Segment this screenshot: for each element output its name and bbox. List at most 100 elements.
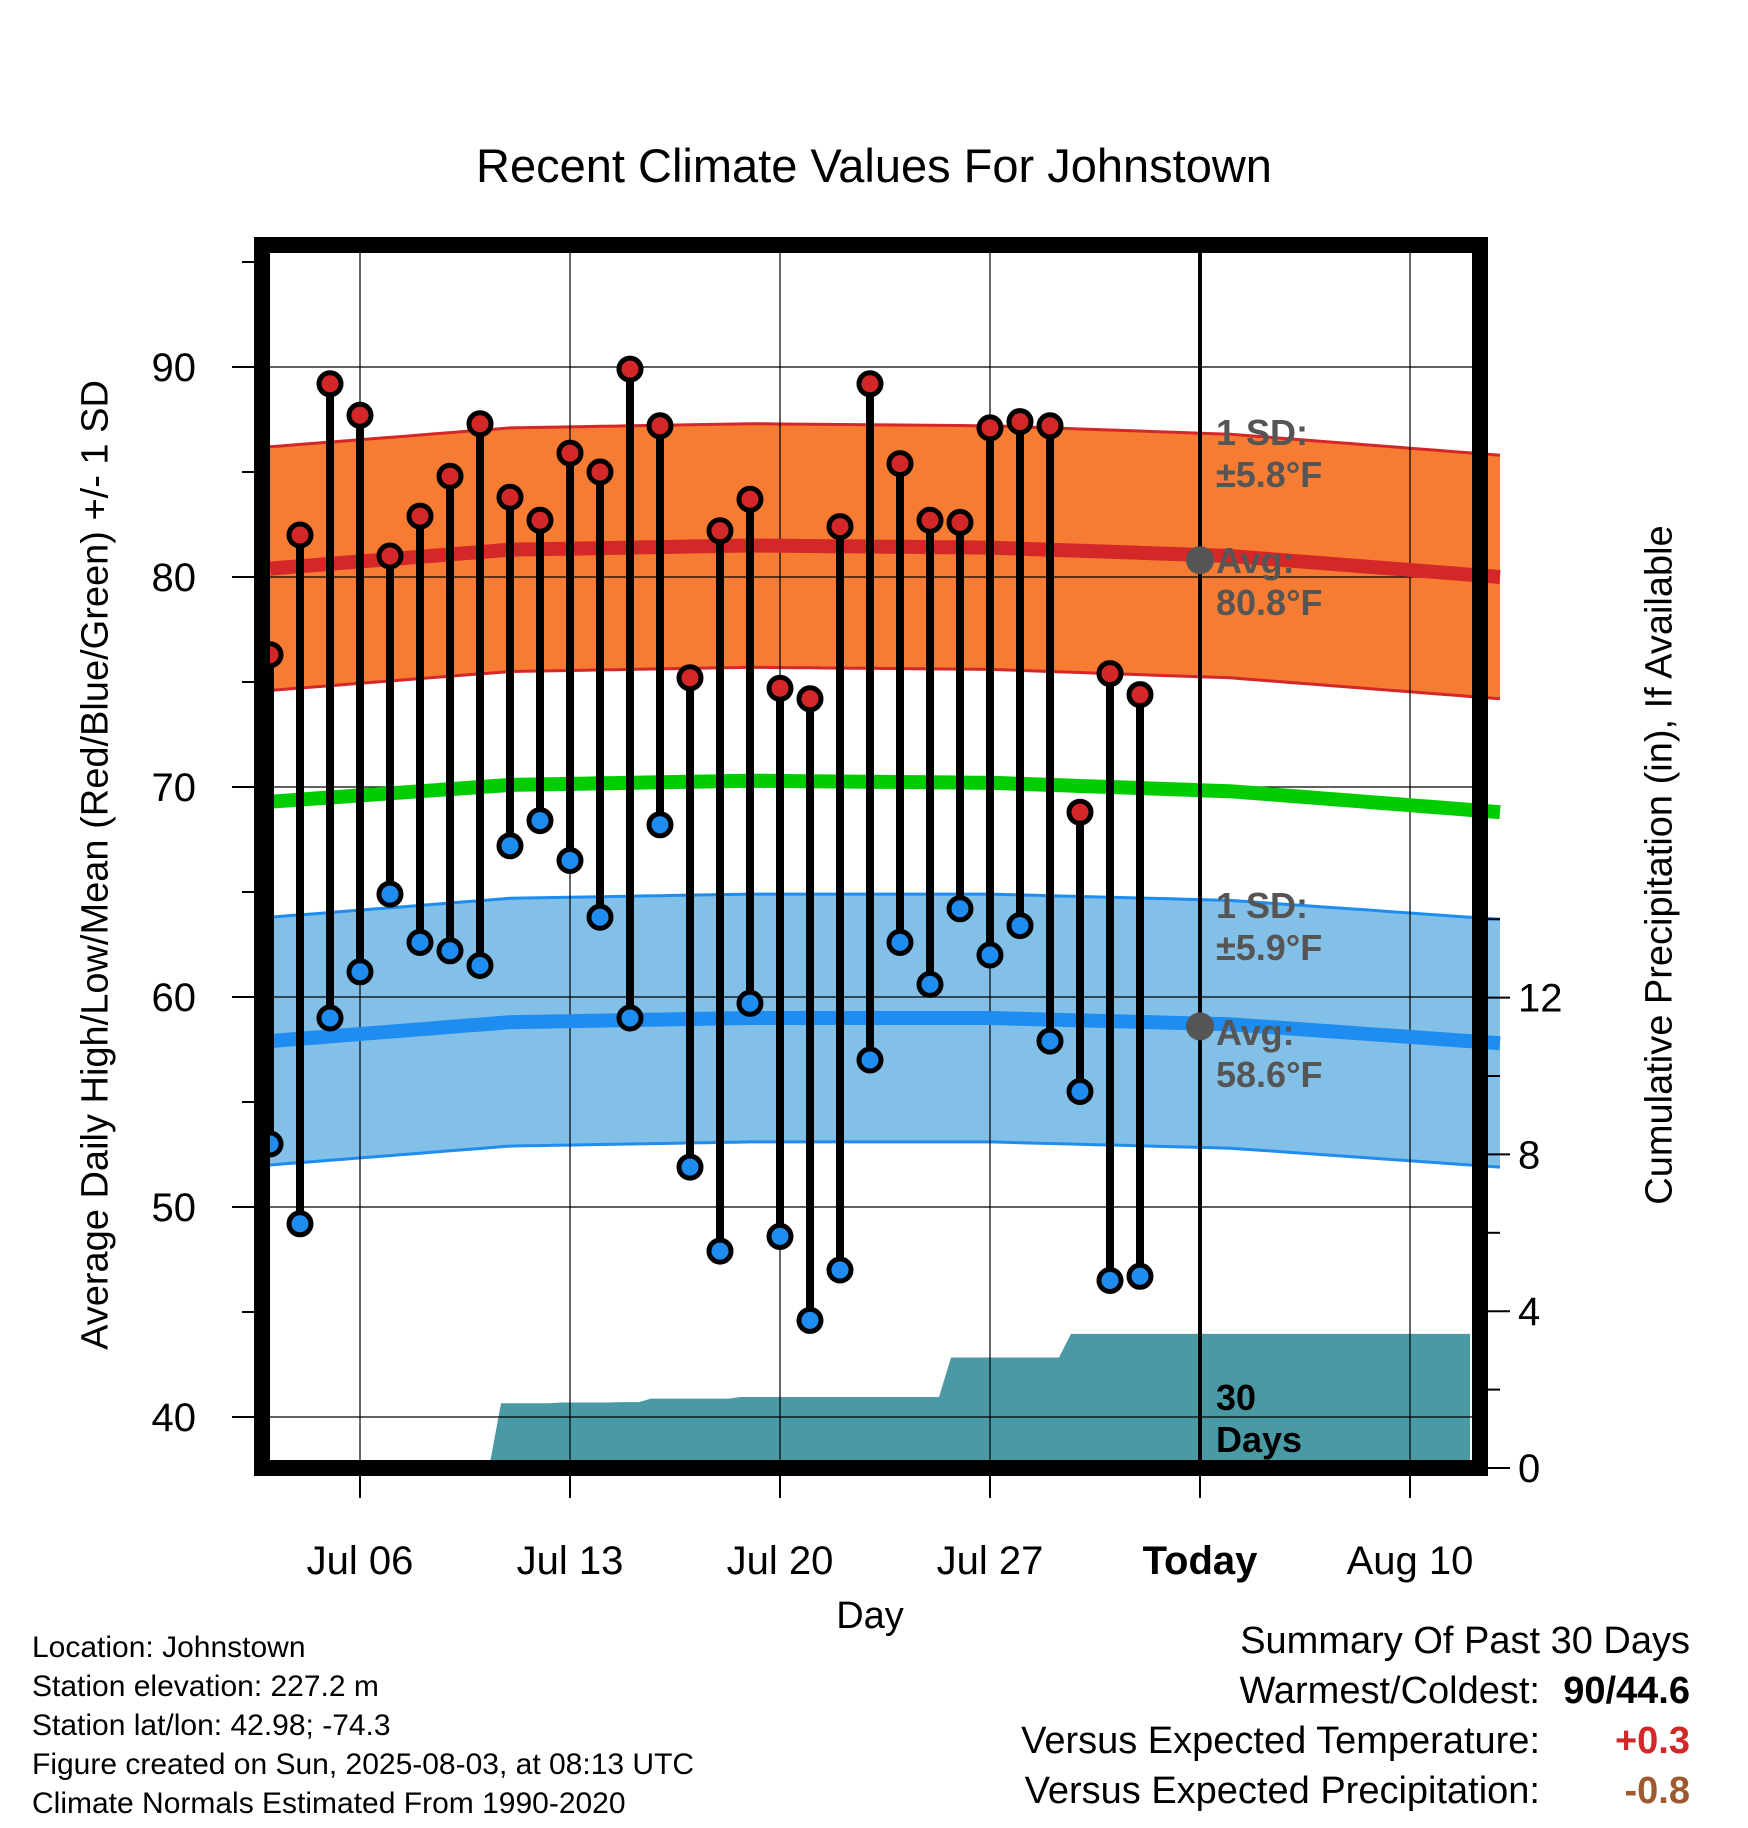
daily-low-point-22 — [886, 928, 914, 956]
normal-low-line — [269, 1011, 1501, 1051]
daily-low-point-15 — [676, 1153, 704, 1181]
daily-high-point-18 — [766, 674, 794, 702]
meta-elevation: Station elevation: 227.2 m — [32, 1670, 379, 1703]
daily-low-point-20 — [826, 1256, 854, 1284]
warm-cold-value: 90/44.6 — [1563, 1670, 1690, 1712]
daily-low-point-6 — [406, 928, 434, 956]
daily-high-point-8 — [466, 410, 494, 438]
daily-high-point-5 — [376, 542, 404, 570]
daily-high-point-25 — [976, 414, 1004, 442]
summary-panel: Summary Of Past 30 Days Warmest/Coldest:… — [1021, 1620, 1690, 1820]
daily-high-point-7 — [436, 462, 464, 490]
x-tick-label-5: Aug 10 — [1347, 1539, 1474, 1583]
y-tick-label-40: 40 — [152, 1396, 197, 1440]
chart-title: Recent Climate Values For Johnstown — [476, 139, 1272, 192]
daily-high-point-11 — [556, 439, 584, 467]
warm-cold-label: Warmest/Coldest: — [1239, 1670, 1540, 1712]
daily-low-point-29 — [1096, 1267, 1124, 1294]
daily-high-point-12 — [586, 458, 614, 486]
meta-location: Location: Johnstown — [32, 1631, 306, 1664]
temp-vs-expected-value: +0.3 — [1614, 1720, 1690, 1762]
low-sd-value: ±5.9°F — [1216, 927, 1322, 968]
x-tick-label-0: Jul 06 — [307, 1539, 414, 1583]
high-sd-label: 1 SD: — [1216, 412, 1308, 453]
daily-high-point-19 — [796, 685, 824, 713]
daily-high-point-22 — [886, 450, 914, 478]
station-metadata: Location: Johnstown Station elevation: 2… — [32, 1628, 694, 1823]
daily-high-point-28 — [1066, 798, 1094, 826]
summary-temp-row: Versus Expected Temperature: +0.3 — [1021, 1720, 1690, 1770]
daily-low-point-10 — [526, 807, 554, 835]
daily-low-point-5 — [376, 880, 404, 908]
meta-normals: Climate Normals Estimated From 1990-2020 — [32, 1787, 626, 1820]
daily-low-point-21 — [856, 1046, 884, 1074]
daily-low-point-18 — [766, 1222, 794, 1250]
daily-low-point-27 — [1036, 1027, 1064, 1055]
daily-high-point-27 — [1036, 412, 1064, 440]
daily-high-point-20 — [826, 513, 854, 541]
low-sd-label: 1 SD: — [1216, 885, 1308, 926]
x-tick-label-2: Jul 20 — [727, 1539, 834, 1583]
daily-high-point-30 — [1126, 681, 1154, 709]
daily-high-point-24 — [946, 508, 974, 536]
daily-high-point-14 — [646, 412, 674, 440]
x-tick-label-3: Jul 27 — [937, 1539, 1044, 1583]
normal-high-band-lower-edge — [269, 665, 1501, 701]
daily-low-point-16 — [706, 1237, 734, 1265]
daily-low-point-9 — [496, 832, 524, 860]
normal-high-line — [269, 538, 1501, 584]
daily-low-point-17 — [736, 989, 764, 1017]
x-tick-label-1: Jul 13 — [517, 1539, 624, 1583]
y-tick-label-60: 60 — [152, 976, 197, 1020]
y-tick-label-90: 90 — [152, 346, 197, 390]
daily-low-point-2 — [286, 1210, 314, 1238]
daily-low-point-13 — [616, 1004, 644, 1032]
daily-low-point-8 — [466, 952, 494, 979]
low-avg-value: 58.6°F — [1216, 1054, 1322, 1095]
daily-high-point-2 — [286, 521, 314, 549]
x-tick-label-4: Today — [1143, 1539, 1259, 1583]
daily-high-point-10 — [526, 506, 554, 534]
y-tick-label-80: 80 — [152, 556, 197, 600]
daily-high-point-23 — [916, 506, 944, 534]
low-avg-label: Avg: — [1216, 1012, 1295, 1053]
days-word-label: Days — [1216, 1419, 1302, 1460]
daily-low-point-30 — [1126, 1262, 1154, 1290]
normal-low-band-upper-edge — [269, 892, 1501, 921]
today-normal-high-marker — [1186, 546, 1214, 575]
daily-high-point-26 — [1006, 408, 1034, 436]
precip-vs-expected-label: Versus Expected Precipitation: — [1024, 1770, 1540, 1812]
y-right-tick-label-8: 8 — [1518, 1133, 1540, 1177]
daily-low-point-14 — [646, 811, 674, 839]
normal-low-band-lower-edge — [269, 1140, 1501, 1169]
y-tick-label-70: 70 — [152, 766, 197, 810]
y-tick-label-50: 50 — [152, 1186, 197, 1230]
normal-low-sd-band — [270, 894, 1500, 1168]
daily-high-point-17 — [736, 485, 764, 513]
summary-precip-row: Versus Expected Precipitation: -0.8 — [1021, 1770, 1690, 1820]
plot-frame — [254, 237, 1488, 1476]
normal-high-sd-band — [270, 423, 1500, 699]
normal-mean-line — [269, 773, 1501, 820]
today-normal-low-marker — [1186, 1012, 1214, 1041]
daily-low-point-24 — [946, 895, 974, 923]
daily-high-point-3 — [316, 370, 344, 398]
daily-low-point-28 — [1066, 1078, 1094, 1105]
meta-created: Figure created on Sun, 2025-08-03, at 08… — [32, 1748, 695, 1781]
summary-heading-row: Summary Of Past 30 Days — [1021, 1620, 1690, 1670]
y-right-tick-label-12: 12 — [1518, 977, 1563, 1021]
daily-low-point-26 — [1006, 912, 1034, 940]
daily-low-point-3 — [316, 1004, 344, 1032]
high-avg-value: 80.8°F — [1216, 582, 1322, 623]
days-count-label: 30 — [1216, 1377, 1256, 1418]
daily-high-point-9 — [496, 483, 524, 511]
daily-low-point-4 — [346, 958, 374, 986]
y-right-tick-label-4: 4 — [1518, 1290, 1540, 1334]
y-right-tick-label-0: 0 — [1518, 1447, 1540, 1491]
summary-heading: Summary Of Past 30 Days — [1240, 1620, 1690, 1662]
daily-low-point-7 — [436, 937, 464, 965]
x-axis-label: Day — [836, 1595, 904, 1637]
summary-warm-cold-row: Warmest/Coldest: 90/44.6 — [1021, 1670, 1690, 1720]
daily-low-point-19 — [796, 1306, 824, 1334]
